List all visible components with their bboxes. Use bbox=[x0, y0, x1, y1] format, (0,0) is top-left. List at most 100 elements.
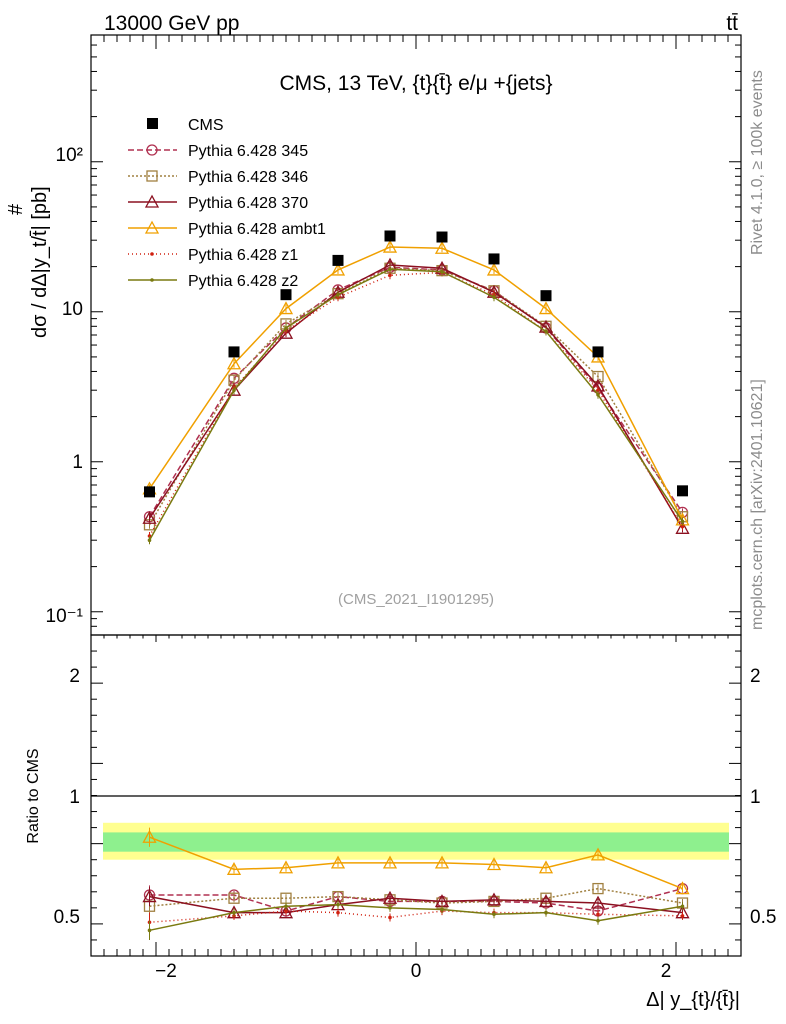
legend: CMS Pythia 6.428 345 Pythia 6.428 346 Pythi… bbox=[128, 117, 326, 290]
y-tick-label: 10 bbox=[62, 299, 83, 320]
series-pythia-6-428-346 bbox=[143, 262, 689, 916]
series-point bbox=[544, 329, 548, 334]
ratio-tick-label-left: 1 bbox=[69, 787, 80, 808]
series-point bbox=[382, 239, 398, 253]
ratio-uncertainty-bands bbox=[103, 822, 729, 860]
cms-data-point bbox=[592, 346, 604, 358]
series-point bbox=[232, 388, 236, 392]
cms-data-point bbox=[144, 486, 155, 498]
series-point bbox=[492, 295, 496, 300]
ratio-point bbox=[388, 915, 392, 920]
mcplots-label: mcplots.cern.ch [arXiv:2401.10621] bbox=[749, 379, 766, 630]
ratio-point bbox=[278, 905, 294, 919]
series-pythia-6-428-345 bbox=[143, 261, 689, 917]
y-tick-label: 10⁻¹ bbox=[46, 606, 84, 627]
process-label: 13000 GeV pp bbox=[104, 12, 239, 35]
ratio-point bbox=[434, 855, 450, 869]
axis-ticks bbox=[90, 34, 742, 957]
series-point bbox=[388, 273, 392, 278]
chart-title: CMS, 13 TeV, {t}{t̄} e/μ +{jets} bbox=[279, 72, 552, 95]
cms-data-point bbox=[677, 485, 688, 497]
ratio-point bbox=[228, 892, 240, 904]
cms-data-point bbox=[280, 289, 292, 301]
legend-label: Pythia 6.428 z1 bbox=[188, 247, 298, 264]
ratio-point bbox=[147, 928, 152, 933]
series-line bbox=[148, 246, 684, 521]
series-point bbox=[592, 370, 604, 383]
ratio-tick-label-left: 0.5 bbox=[54, 907, 80, 928]
data-marks bbox=[142, 230, 690, 940]
ratio-point bbox=[142, 889, 157, 903]
ratio-point bbox=[382, 890, 398, 904]
legend-marker bbox=[144, 220, 160, 234]
series-point bbox=[284, 326, 288, 330]
series-pythia-6-428-370 bbox=[142, 257, 690, 919]
series-point bbox=[388, 267, 392, 272]
legend-marker bbox=[146, 170, 158, 182]
series-line bbox=[148, 264, 684, 529]
series-point bbox=[486, 262, 502, 276]
cms-data-point bbox=[436, 231, 448, 243]
x-tick-labels: −2 0 2 bbox=[155, 961, 671, 982]
y-tick-label: 1 bbox=[72, 452, 83, 473]
ratio-line bbox=[149, 887, 683, 912]
series-point bbox=[336, 292, 340, 297]
x-tick-label: −2 bbox=[155, 961, 177, 982]
legend-marker bbox=[146, 144, 158, 156]
ratio-point bbox=[142, 829, 157, 843]
series-point bbox=[147, 538, 152, 542]
cms-data-point bbox=[228, 346, 240, 358]
series-line bbox=[148, 271, 684, 537]
ratio-tick-labels: 0.5 1 2 0.5 1 2 bbox=[54, 666, 777, 928]
legend-marker bbox=[150, 278, 154, 282]
ratio-point bbox=[592, 882, 604, 895]
series-line bbox=[148, 268, 684, 541]
legend-label: CMS bbox=[188, 117, 224, 134]
analysis-tag: (CMS_2021_I1901295) bbox=[338, 591, 494, 608]
series-point bbox=[680, 524, 685, 529]
legend-marker bbox=[144, 194, 160, 208]
x-tick-label: 0 bbox=[411, 961, 422, 982]
ratio-point bbox=[382, 855, 398, 869]
final-state-label: tt̄ bbox=[726, 12, 738, 35]
series-point bbox=[330, 262, 346, 276]
y-axis-label: dσ / dΔ|y_t/t̄| [pb] bbox=[29, 186, 51, 338]
series-point bbox=[538, 301, 554, 315]
ratio-tick-label-right: 2 bbox=[750, 666, 761, 687]
series-point bbox=[596, 388, 600, 392]
ratio-tick-label-left: 2 bbox=[69, 666, 80, 687]
y-tick-labels: 10⁻¹ 1 10 10² bbox=[46, 145, 84, 627]
ratio-point bbox=[486, 857, 502, 871]
ratio-line bbox=[149, 903, 683, 932]
cms-data-point bbox=[488, 253, 500, 265]
series-line bbox=[148, 266, 684, 518]
ratio-point bbox=[596, 918, 600, 923]
ratio-tick-label-right: 0.5 bbox=[750, 907, 776, 928]
ratio-point bbox=[680, 914, 685, 918]
cms-data-series bbox=[144, 230, 688, 498]
legend-label: Pythia 6.428 345 bbox=[188, 143, 308, 160]
ratio-point bbox=[440, 907, 444, 912]
series-point bbox=[226, 382, 242, 396]
y-tick-label: 10² bbox=[56, 145, 83, 166]
legend-marker bbox=[147, 118, 158, 129]
ratio-point bbox=[544, 910, 548, 915]
cms-data-point bbox=[332, 254, 344, 266]
x-axis-label: Δ| y_{t}/{t̄}| bbox=[646, 989, 740, 1011]
series-point bbox=[675, 520, 690, 534]
ratio-point bbox=[336, 902, 340, 907]
cms-data-point bbox=[540, 290, 552, 302]
ratio-point bbox=[330, 855, 346, 869]
ratio-point bbox=[590, 895, 606, 909]
x-tick-label: 2 bbox=[661, 961, 672, 982]
series-point bbox=[434, 240, 450, 254]
cms-data-point bbox=[384, 230, 396, 242]
ratio-point bbox=[492, 912, 496, 917]
ratio-point bbox=[232, 910, 236, 915]
series-point bbox=[596, 392, 600, 397]
ratio-point bbox=[284, 904, 288, 909]
ratio-point bbox=[675, 881, 690, 895]
ratio-point bbox=[538, 860, 554, 874]
inner-uncertainty-band bbox=[103, 832, 729, 852]
